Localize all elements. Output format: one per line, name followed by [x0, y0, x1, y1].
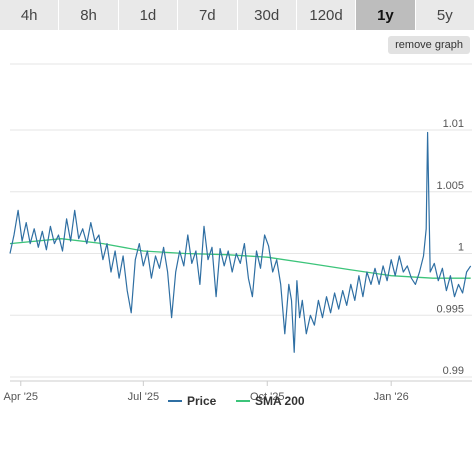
legend-label: SMA 200	[255, 394, 305, 408]
tab-range-8h[interactable]: 8h	[59, 0, 119, 30]
x-tick-label: Apr '25	[4, 391, 39, 403]
tab-range-120d[interactable]: 120d	[296, 0, 357, 30]
y-tick-label: 0.995	[436, 303, 464, 315]
y-tick-label: 1.005	[436, 180, 464, 192]
x-axis: Apr '25 Jul '25 Oct '25 Jan '26	[4, 380, 472, 403]
tab-range-30d[interactable]: 30d	[237, 0, 297, 30]
legend-item-sma-200[interactable]: SMA 200	[236, 394, 305, 408]
series-line-sma-200	[9, 238, 471, 279]
x-tick-label: Jan '26	[374, 391, 409, 403]
x-tick-label: Oct '25	[250, 391, 285, 403]
y-tick-label: 1.01	[443, 118, 464, 130]
series-line-price	[9, 131, 472, 353]
tab-range-1y[interactable]: 1y	[356, 0, 416, 30]
x-tick-label: Jul '25	[128, 391, 159, 403]
remove-graph-button[interactable]: remove graph	[388, 36, 470, 54]
tab-range-7d[interactable]: 7d	[178, 0, 238, 30]
series-lines	[9, 131, 472, 353]
y-tick-label: 1	[458, 242, 464, 254]
tab-range-1d[interactable]: 1d	[118, 0, 179, 30]
chart-legend[interactable]: Price SMA 200	[168, 394, 305, 408]
legend-item-price[interactable]: Price	[168, 394, 217, 408]
y-axis-labels: 0.99 0.995 1 1.005 1.01	[436, 118, 464, 377]
y-tick-label: 0.99	[443, 365, 464, 377]
tab-range-5y[interactable]: 5y	[415, 0, 474, 30]
tab-range-4h[interactable]: 4h	[0, 0, 60, 30]
legend-label: Price	[187, 394, 217, 408]
grid-lines	[10, 63, 472, 378]
time-range-tabs: 4h 8h 1d 7d 30d 120d 1y 5y	[0, 0, 474, 30]
